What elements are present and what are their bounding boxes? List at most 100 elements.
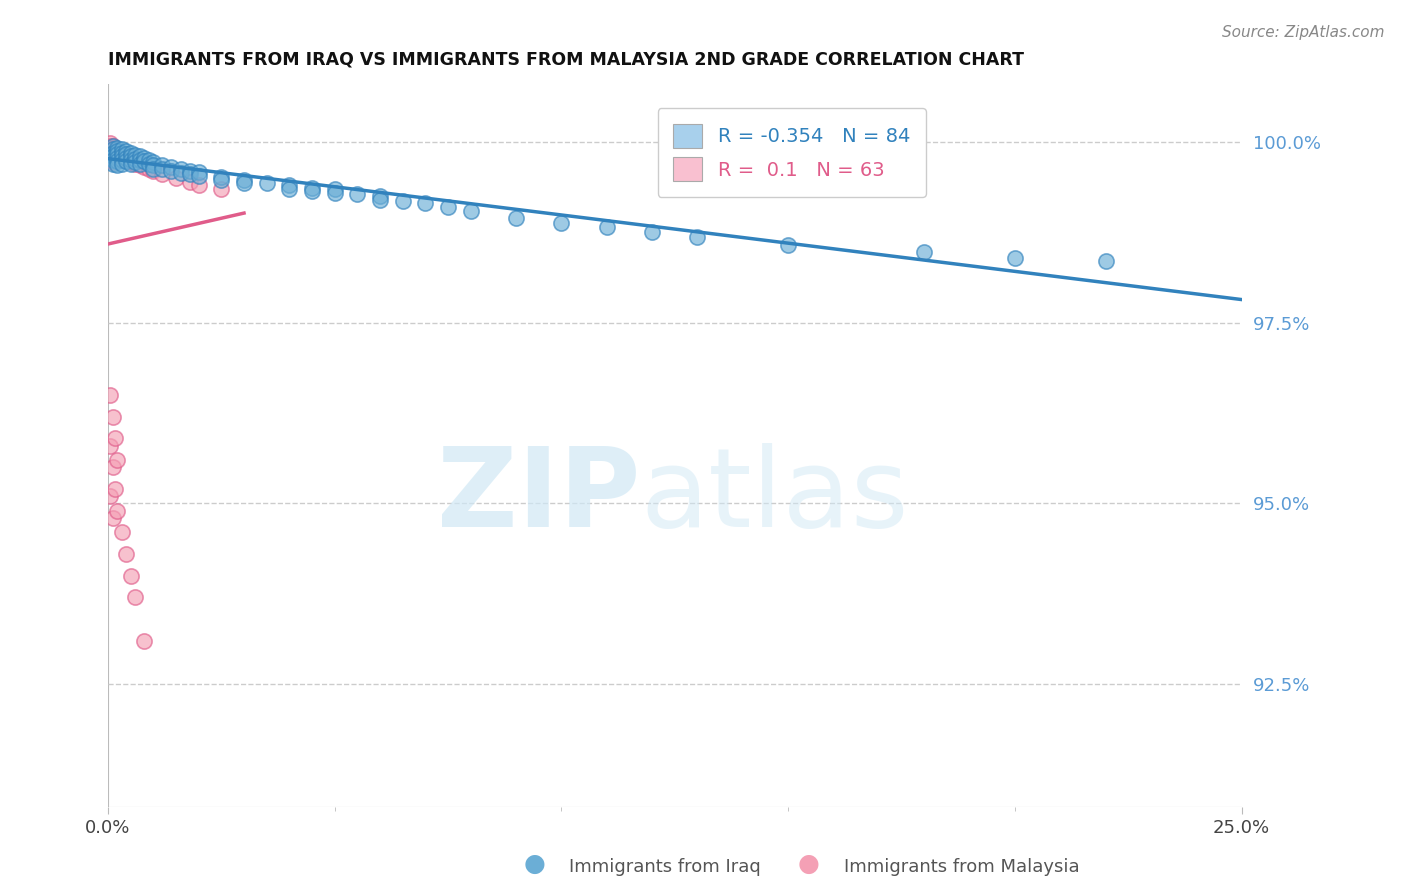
Point <box>1004 251 1026 265</box>
Point <box>104 144 127 158</box>
Text: Source: ZipAtlas.com: Source: ZipAtlas.com <box>1222 25 1385 40</box>
Point <box>115 151 138 165</box>
Point <box>101 142 124 156</box>
Point <box>550 216 572 230</box>
Point <box>115 147 138 161</box>
Point <box>134 161 156 175</box>
Point <box>98 151 121 165</box>
Point <box>124 156 146 170</box>
Point <box>301 180 323 194</box>
Point <box>128 158 150 172</box>
Point <box>142 158 165 172</box>
Point <box>101 460 124 475</box>
Point <box>415 196 437 211</box>
Point <box>152 161 174 176</box>
Point <box>98 142 121 156</box>
Point <box>104 142 127 156</box>
Point <box>104 148 127 162</box>
Point <box>437 200 460 214</box>
Point <box>98 144 121 158</box>
Point <box>778 237 800 252</box>
Point <box>108 145 131 160</box>
Point <box>110 145 132 160</box>
Point <box>152 168 174 182</box>
Point <box>110 148 132 162</box>
Point <box>323 186 346 200</box>
Point <box>169 162 191 177</box>
Point <box>142 164 165 178</box>
Point <box>98 149 121 163</box>
Point <box>124 591 146 605</box>
Point <box>278 182 301 196</box>
Point <box>101 149 124 163</box>
Point <box>460 203 482 218</box>
Point <box>134 633 156 648</box>
Point <box>98 153 121 167</box>
Point <box>120 153 142 167</box>
Point <box>104 482 127 496</box>
Point <box>101 409 124 424</box>
Point <box>120 153 142 167</box>
Point <box>105 141 128 155</box>
Point <box>912 244 935 259</box>
Point <box>160 161 183 175</box>
Point <box>110 142 132 156</box>
Point <box>101 145 124 160</box>
Point <box>101 149 124 163</box>
Point <box>179 168 201 182</box>
Point <box>278 178 301 193</box>
Point <box>128 156 150 170</box>
Point <box>105 154 128 169</box>
Point <box>128 153 150 167</box>
Point <box>169 166 191 180</box>
Point <box>105 151 128 165</box>
Point <box>101 153 124 167</box>
Point <box>323 182 346 196</box>
Point <box>124 148 146 162</box>
Point <box>142 155 165 169</box>
Point <box>98 136 121 151</box>
Point <box>505 211 527 225</box>
Point <box>209 169 232 184</box>
Point <box>108 148 131 162</box>
Text: ZIP: ZIP <box>437 442 641 549</box>
Point <box>101 138 124 153</box>
Point <box>138 162 160 177</box>
Text: ●: ● <box>523 852 546 876</box>
Point <box>98 388 121 402</box>
Point <box>138 153 160 167</box>
Point <box>101 151 124 165</box>
Point <box>142 161 165 176</box>
Point <box>368 193 391 207</box>
Point <box>110 151 132 165</box>
Point <box>98 145 121 160</box>
Point <box>105 149 128 163</box>
Point <box>105 145 128 160</box>
Legend: R = -0.354   N = 84, R =  0.1   N = 63: R = -0.354 N = 84, R = 0.1 N = 63 <box>658 108 925 196</box>
Point <box>115 154 138 169</box>
Point <box>686 230 709 244</box>
Point <box>101 145 124 160</box>
Point <box>105 148 128 162</box>
Point <box>98 439 121 453</box>
Point <box>124 152 146 166</box>
Point <box>596 220 619 235</box>
Point <box>134 154 156 169</box>
Point <box>105 147 128 161</box>
Point <box>110 153 132 167</box>
Point <box>124 155 146 169</box>
Point <box>152 158 174 172</box>
Point <box>179 164 201 178</box>
Point <box>115 151 138 165</box>
Point <box>233 172 256 186</box>
Point <box>101 156 124 170</box>
Point <box>104 431 127 445</box>
Text: Immigrants from Iraq: Immigrants from Iraq <box>569 858 761 876</box>
Point <box>101 144 124 158</box>
Point <box>110 156 132 170</box>
Point <box>391 194 413 209</box>
Point <box>110 149 132 163</box>
Point <box>115 547 138 561</box>
Text: ●: ● <box>797 852 820 876</box>
Text: Immigrants from Malaysia: Immigrants from Malaysia <box>844 858 1080 876</box>
